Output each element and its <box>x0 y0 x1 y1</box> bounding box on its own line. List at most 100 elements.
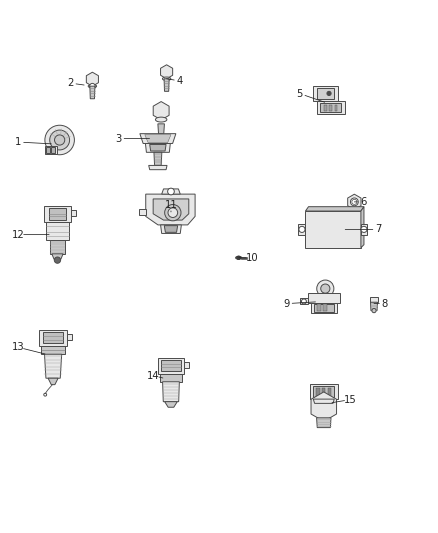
Circle shape <box>237 256 240 260</box>
Circle shape <box>299 227 305 232</box>
Polygon shape <box>145 143 170 152</box>
Polygon shape <box>317 101 345 114</box>
Polygon shape <box>348 194 361 209</box>
Polygon shape <box>154 152 162 165</box>
Text: 6: 6 <box>360 197 366 207</box>
Circle shape <box>350 198 358 206</box>
Circle shape <box>361 227 367 232</box>
Polygon shape <box>311 303 337 313</box>
Polygon shape <box>140 134 176 143</box>
Polygon shape <box>300 298 308 304</box>
Polygon shape <box>310 384 338 399</box>
Text: 4: 4 <box>177 76 183 86</box>
Polygon shape <box>161 65 173 79</box>
Polygon shape <box>305 211 361 248</box>
Circle shape <box>54 257 60 263</box>
Polygon shape <box>165 402 177 407</box>
Polygon shape <box>50 240 65 254</box>
Polygon shape <box>71 210 76 216</box>
Polygon shape <box>241 257 247 259</box>
Circle shape <box>168 208 178 217</box>
Circle shape <box>54 135 65 145</box>
Circle shape <box>90 83 95 89</box>
Polygon shape <box>51 147 55 154</box>
Polygon shape <box>298 224 305 235</box>
Polygon shape <box>45 354 62 378</box>
Text: 11: 11 <box>165 200 177 211</box>
Polygon shape <box>370 297 378 302</box>
Polygon shape <box>328 389 331 397</box>
Polygon shape <box>311 392 336 422</box>
Text: 7: 7 <box>375 224 381 235</box>
Polygon shape <box>158 124 164 134</box>
Polygon shape <box>361 224 367 235</box>
Ellipse shape <box>162 77 171 80</box>
Polygon shape <box>324 105 327 111</box>
Polygon shape <box>318 304 321 311</box>
Polygon shape <box>44 206 71 222</box>
Text: 9: 9 <box>283 298 290 309</box>
Circle shape <box>327 91 331 95</box>
Polygon shape <box>308 293 340 303</box>
Text: 3: 3 <box>116 134 122 143</box>
Polygon shape <box>149 165 167 169</box>
Polygon shape <box>150 144 166 151</box>
Polygon shape <box>158 358 184 374</box>
Polygon shape <box>160 374 182 382</box>
Polygon shape <box>313 386 334 397</box>
Polygon shape <box>43 333 63 343</box>
Polygon shape <box>46 222 69 240</box>
Polygon shape <box>184 362 189 368</box>
Polygon shape <box>139 209 146 215</box>
Text: 10: 10 <box>245 253 258 263</box>
Polygon shape <box>146 194 195 225</box>
Circle shape <box>301 299 306 304</box>
Polygon shape <box>317 88 334 99</box>
Polygon shape <box>86 72 99 86</box>
Polygon shape <box>320 103 341 112</box>
Polygon shape <box>90 86 95 99</box>
Polygon shape <box>153 199 189 220</box>
Polygon shape <box>335 105 337 111</box>
Polygon shape <box>45 146 57 154</box>
Polygon shape <box>153 102 169 120</box>
Polygon shape <box>161 225 181 233</box>
Polygon shape <box>316 389 320 397</box>
Polygon shape <box>46 147 49 154</box>
Polygon shape <box>322 389 325 397</box>
Polygon shape <box>329 105 332 111</box>
Circle shape <box>49 130 70 150</box>
Polygon shape <box>48 378 58 385</box>
Circle shape <box>321 284 330 293</box>
Polygon shape <box>52 254 63 259</box>
Ellipse shape <box>88 84 96 88</box>
Ellipse shape <box>236 256 242 259</box>
Polygon shape <box>162 189 180 194</box>
Polygon shape <box>162 382 179 402</box>
Polygon shape <box>361 207 364 248</box>
Polygon shape <box>49 208 66 220</box>
Polygon shape <box>164 79 169 91</box>
Polygon shape <box>67 334 72 340</box>
Text: 13: 13 <box>12 342 25 352</box>
Circle shape <box>317 280 334 297</box>
Polygon shape <box>305 207 364 211</box>
Text: 1: 1 <box>15 137 21 147</box>
Polygon shape <box>313 86 338 101</box>
Text: 2: 2 <box>67 78 74 88</box>
Polygon shape <box>145 135 171 142</box>
Text: 15: 15 <box>343 394 357 405</box>
Text: 5: 5 <box>297 88 303 99</box>
Polygon shape <box>371 302 378 311</box>
Circle shape <box>168 188 174 195</box>
Polygon shape <box>324 304 327 311</box>
Polygon shape <box>39 330 67 346</box>
Polygon shape <box>314 304 334 311</box>
Text: 12: 12 <box>12 230 25 240</box>
Polygon shape <box>41 346 65 354</box>
Circle shape <box>45 125 74 155</box>
Text: 14: 14 <box>147 370 160 381</box>
Polygon shape <box>317 418 331 427</box>
Text: 8: 8 <box>382 298 388 309</box>
Polygon shape <box>313 399 334 403</box>
